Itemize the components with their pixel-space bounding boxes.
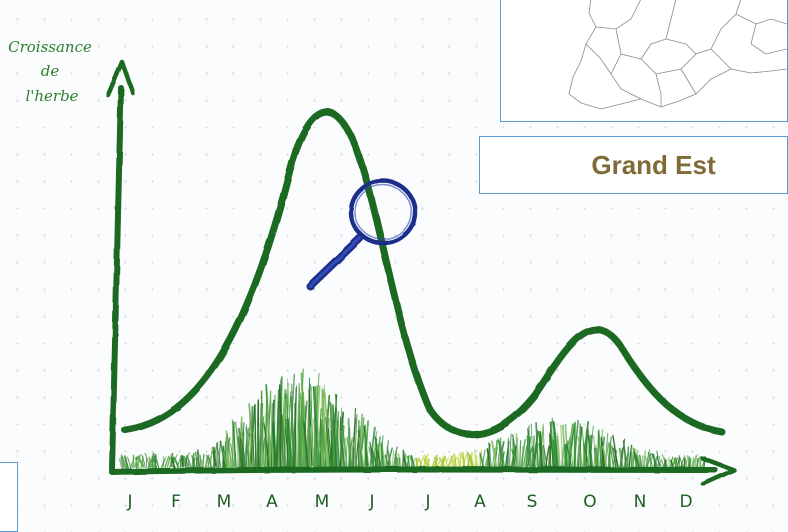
month-label-4: A	[266, 492, 278, 512]
region-label-box: Grand Est	[479, 136, 788, 194]
growth-curve	[121, 108, 726, 439]
grass-drawing	[118, 368, 707, 471]
month-label-10: O	[583, 492, 596, 512]
france-map-inset	[500, 0, 788, 122]
x-axis	[109, 455, 737, 487]
month-label-8: A	[474, 492, 486, 512]
month-label-1: J	[126, 492, 132, 512]
corner-frame	[0, 462, 18, 532]
month-label-6: J	[368, 492, 374, 512]
month-label-11: N	[634, 492, 647, 512]
month-label-2: F	[171, 492, 181, 512]
month-label-12: D	[679, 492, 692, 512]
y-axis	[105, 59, 136, 473]
region-label: Grand Est	[591, 149, 716, 180]
month-label-3: M	[217, 492, 232, 512]
magnifier-icon	[306, 178, 418, 290]
y-axis-label: Croissance de l'herbe	[8, 38, 92, 105]
france-map	[568, 0, 788, 110]
y-axis-label-line-3: l'herbe	[25, 87, 78, 105]
y-axis-label-line-2: de	[41, 62, 60, 80]
month-label-9: S	[527, 492, 538, 512]
y-axis-label-line-1: Croissance	[8, 38, 92, 56]
month-label-5: M	[315, 492, 330, 512]
month-label-7: J	[424, 492, 430, 512]
